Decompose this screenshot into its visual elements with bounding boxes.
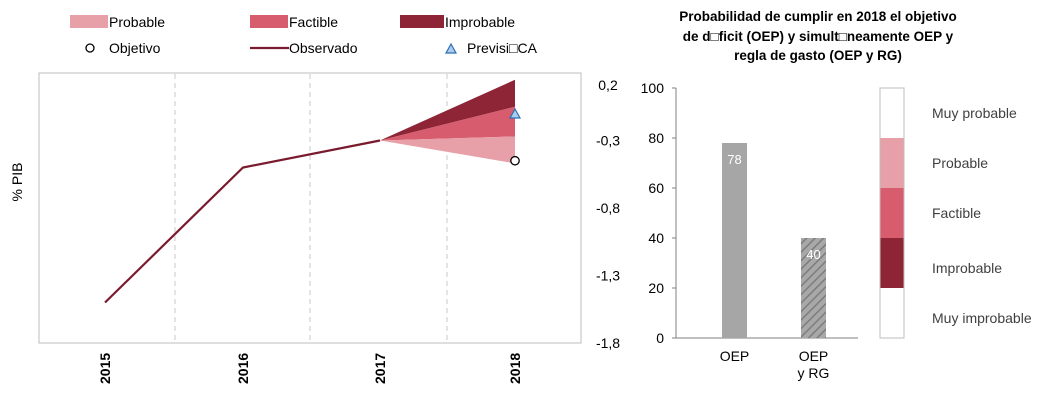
fan-x-tick-2015: 2015 [97, 353, 113, 384]
observed-series-line [104, 139, 381, 304]
legend-item-improbable: Improbable [400, 14, 515, 30]
legend-label-prevision: Previsi□CA [467, 40, 538, 56]
fan-bands [380, 79, 515, 164]
bar-x-tick-label: OEP [799, 348, 829, 364]
scale-segment-2 [880, 138, 904, 188]
bar-y-tick-label: 60 [648, 180, 664, 196]
legend-item-objetivo: Objetivo [85, 40, 161, 56]
legend-item-factible: Factible [250, 14, 338, 30]
bar-chart-bars: 78 40 [722, 143, 826, 338]
bar-value-label: 78 [727, 152, 741, 167]
scale-label-3: Factible [932, 205, 981, 221]
scale-bar-outline [879, 87, 905, 339]
fan-y-tick-label: -1,8 [596, 335, 620, 351]
fan-band-factible [380, 106, 515, 141]
bar-y-tick-label: 0 [656, 330, 664, 346]
fan-y-tick-label: -0,8 [596, 200, 620, 216]
fan-y-tick-label: 0,2 [598, 77, 618, 93]
fan-chart-x-tick-labels: 2015 2016 2017 2018 [97, 353, 523, 384]
legend-marker-objetivo [85, 43, 95, 53]
legend-swatch-factible [250, 15, 288, 28]
scale-label-4: Improbable [932, 260, 1002, 276]
probability-scale-bar [879, 87, 905, 339]
bar-chart-title-line-3: regla de gasto (OEP y RG) [734, 48, 902, 63]
fan-band-probable [380, 136, 515, 164]
bar-chart-title-line-1: Probabilidad de cumplir en 2018 el objet… [679, 9, 957, 24]
bar-x-tick-label: y RG [798, 365, 830, 381]
legend-swatch-improbable [400, 15, 444, 28]
scale-segment-5 [880, 288, 904, 338]
legend-item-prevision: Previsi□CA [444, 40, 538, 56]
legend-label-probable: Probable [109, 14, 165, 30]
legend-item-observado: Observado [250, 40, 358, 56]
fan-x-tick-2017: 2017 [372, 353, 388, 384]
fan-chart-y-axis-label: % PIB [9, 163, 25, 202]
probability-scale-labels: Muy probable Probable Factible Improbable Mu… [932, 105, 1032, 326]
legend-label-improbable: Improbable [445, 14, 515, 30]
bar-oep [722, 143, 747, 338]
scale-label-1: Muy probable [932, 105, 1017, 121]
bar-value-label: 40 [806, 247, 820, 262]
fan-chart: 2015 2016 2017 2018 % PIB [9, 72, 582, 384]
legend-swatch-probable [70, 15, 108, 28]
legend-marker-prevision [444, 42, 458, 54]
bar-x-tick-label: OEP [720, 348, 750, 364]
scale-label-2: Probable [932, 155, 988, 171]
fan-band-improbable [380, 79, 515, 141]
probability-bar-chart: Probabilidad de cumplir en 2018 el objet… [641, 9, 1032, 381]
bar-chart-y-ticks: 0 20 40 60 80 100 [641, 80, 676, 346]
legend-label-observado: Observado [289, 40, 358, 56]
fan-chart-legend: Probable Factible Improbable Objetivo Ob… [70, 14, 538, 56]
bar-y-tick-label: 80 [648, 130, 664, 146]
fan-chart-y-tick-labels: 0,2 -0,3 -0,8 -1,3 -1,8 [596, 77, 620, 351]
fan-x-tick-2018: 2018 [507, 353, 523, 384]
bar-y-tick-label: 40 [648, 230, 664, 246]
bar-oep-y-rg [801, 238, 826, 338]
legend-label-objetivo: Objetivo [109, 40, 161, 56]
fan-y-tick-label: -0,3 [596, 133, 620, 149]
objetivo-marker [510, 155, 520, 166]
legend-label-factible: Factible [289, 14, 338, 30]
bar-chart-title-line-2: de d□ficit (OEP) y simult□neamente OEP y [683, 29, 954, 44]
scale-segment-4 [880, 238, 904, 288]
scale-label-5: Muy improbable [932, 310, 1032, 326]
scale-segment-3 [880, 188, 904, 238]
prevision-marker [508, 107, 522, 119]
fan-x-tick-2016: 2016 [235, 353, 251, 384]
bar-y-tick-label: 100 [641, 80, 665, 96]
legend-item-probable: Probable [70, 14, 165, 30]
scale-segment-1 [880, 88, 904, 138]
bar-y-tick-label: 20 [648, 280, 664, 296]
fan-y-tick-label: -1,3 [596, 268, 620, 284]
